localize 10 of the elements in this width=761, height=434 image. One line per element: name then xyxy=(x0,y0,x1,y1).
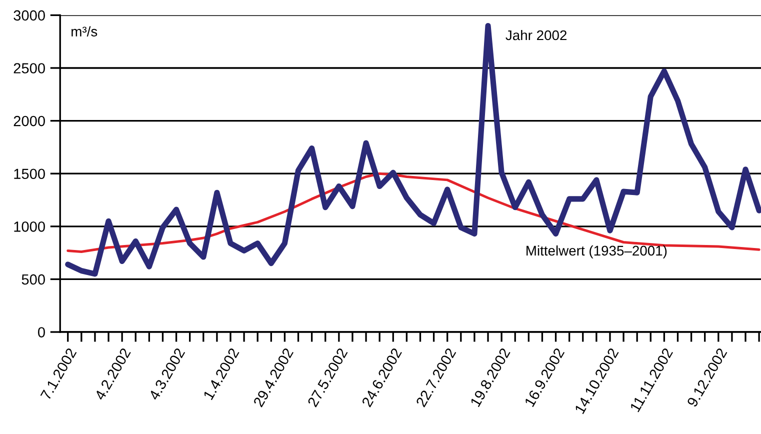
y-axis-title: m³/s xyxy=(72,26,98,36)
y-tick-label: 2000 xyxy=(14,116,45,126)
y-tick-label: 1000 xyxy=(14,222,45,232)
y-tick-label: 1500 xyxy=(14,168,45,180)
series-label: Mittelwert (1935–2001) xyxy=(526,245,667,258)
y-tick-label: 0 xyxy=(38,327,45,338)
y-tick-label: 3000 xyxy=(14,10,45,21)
y-tick-label: 500 xyxy=(22,274,45,285)
y-tick-label: 2500 xyxy=(14,63,45,74)
series-label: Jahr 2002 xyxy=(506,30,567,40)
